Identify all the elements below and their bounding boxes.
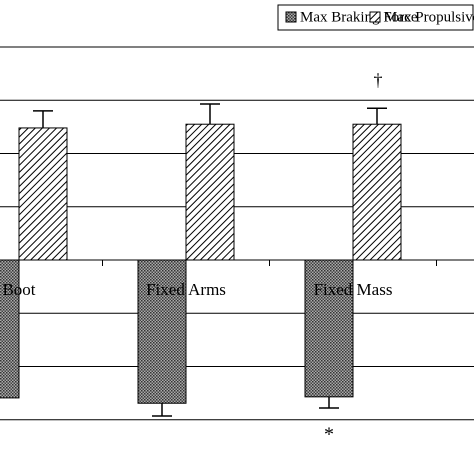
bar [185, 123, 235, 261]
error-bar [367, 107, 387, 125]
error-bar [319, 396, 339, 409]
bar [0, 259, 20, 399]
annotation: * [324, 424, 334, 446]
bar [18, 127, 68, 261]
error-bar [200, 103, 220, 125]
bar [137, 259, 187, 404]
annotation: † [374, 70, 383, 90]
legend-label: Max Braking Force [300, 9, 418, 25]
x-tick-label: Boot [2, 280, 35, 299]
legend-swatch [285, 11, 297, 23]
bar [352, 123, 402, 261]
legend-label: Max Propulsive Force [384, 9, 474, 25]
error-bar [152, 403, 172, 417]
bar [304, 259, 354, 398]
legend-swatch [369, 11, 381, 23]
x-tick-label: Fixed Mass [314, 280, 393, 299]
x-tick-label: Fixed Arms [146, 280, 226, 299]
error-bar [33, 110, 53, 128]
